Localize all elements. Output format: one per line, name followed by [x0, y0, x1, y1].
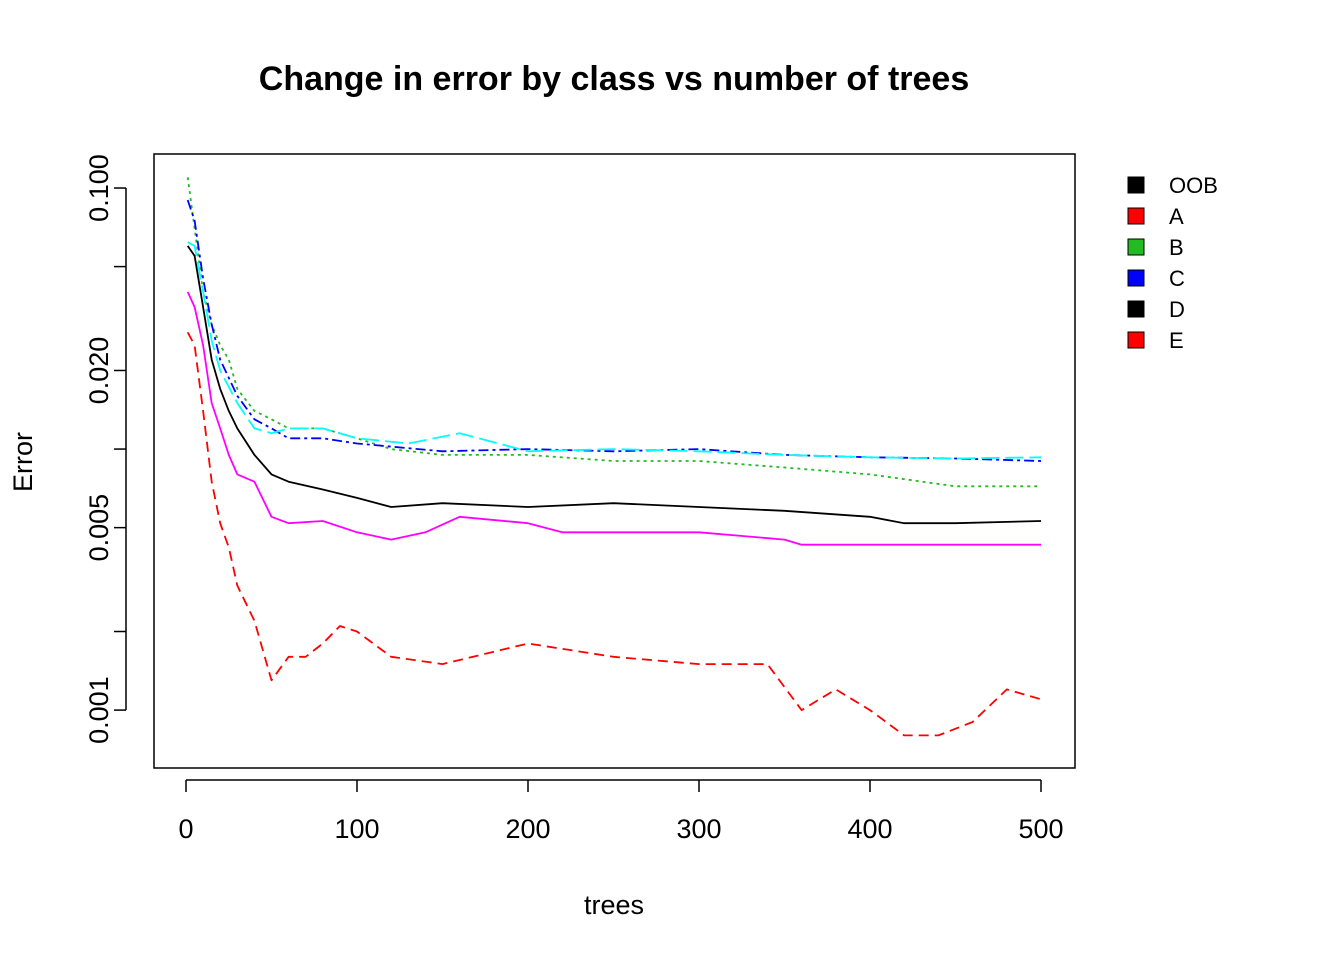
series-line-4: [186, 199, 1042, 462]
y-tick-label: 0.005: [84, 494, 114, 562]
x-tick-label: 300: [676, 814, 721, 844]
legend-swatch: [1127, 238, 1145, 256]
series-line-3: [186, 177, 1041, 488]
legend-swatch: [1127, 176, 1145, 194]
legend-swatch: [1127, 300, 1145, 318]
y-axis-label: Error: [8, 432, 38, 492]
legend-swatch: [1127, 331, 1145, 349]
plot-frame: [153, 153, 1076, 769]
series-line-1: [186, 245, 1042, 525]
series-line-5: [187, 241, 1042, 460]
x-tick-label: 100: [334, 814, 379, 844]
legend-swatch: [1127, 207, 1145, 225]
legend-label: OOB: [1169, 173, 1218, 198]
x-axis-label: trees: [584, 890, 644, 920]
legend-label: E: [1169, 328, 1184, 353]
x-tick-label: 500: [1018, 814, 1063, 844]
legend-label: D: [1169, 297, 1185, 322]
legend-swatch: [1127, 269, 1145, 287]
legend-label: A: [1169, 204, 1184, 229]
y-tick-label: 0.001: [84, 676, 114, 744]
axes-layer: 0 100 200 300 400 500 0.001 0.005 0.020 0.100: [84, 154, 1064, 844]
series-line-2: [186, 331, 1042, 737]
legend-label: C: [1169, 266, 1185, 291]
x-tick-label: 0: [178, 814, 193, 844]
y-tick-label: 0.020: [84, 337, 114, 405]
series-line-6: [186, 291, 1041, 546]
x-tick-label: 200: [505, 814, 550, 844]
legend-label: B: [1169, 235, 1184, 260]
plot-area: [153, 153, 1076, 769]
chart-title: Change in error by class vs number of tr…: [259, 60, 969, 98]
series-layer: [186, 177, 1042, 737]
x-tick-label: 400: [847, 814, 892, 844]
y-tick-label: 0.100: [84, 154, 114, 222]
